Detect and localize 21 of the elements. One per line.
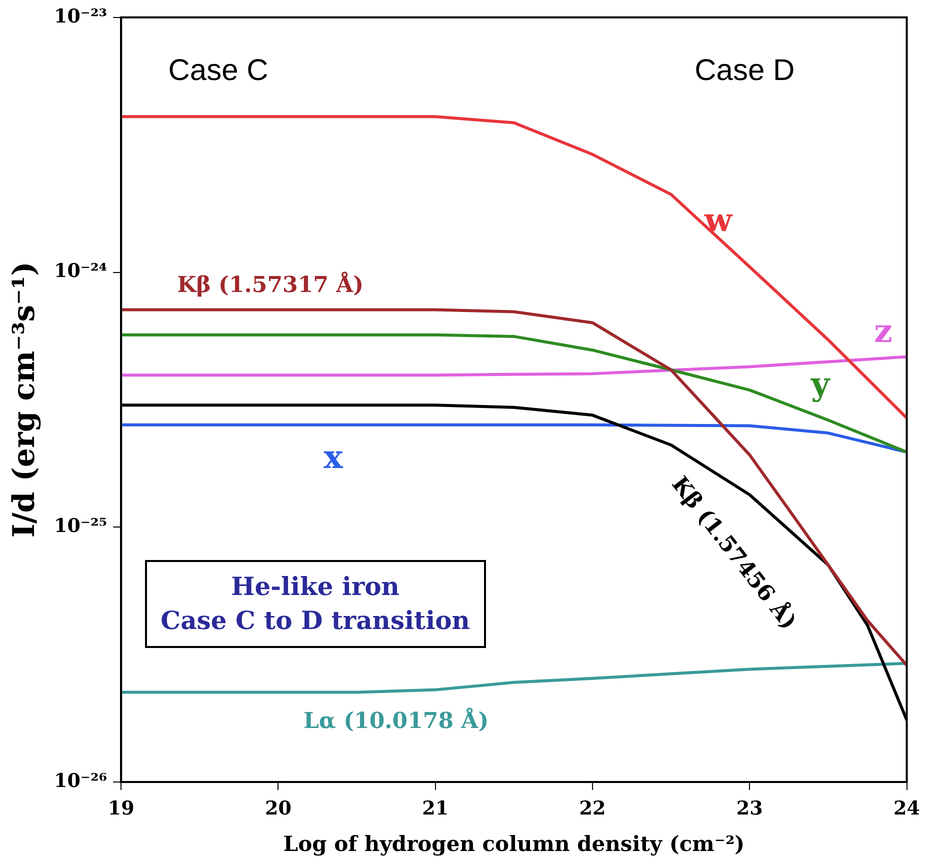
annotation: x bbox=[324, 438, 343, 476]
annotation: z bbox=[874, 312, 892, 350]
annotation: Case C bbox=[168, 54, 268, 87]
y-tick-label: 10⁻²⁴ bbox=[54, 260, 108, 282]
annotation: Case D bbox=[694, 54, 795, 87]
annotation: He-like iron Case C to D transition bbox=[144, 560, 486, 648]
y-tick-label: 10⁻²⁵ bbox=[54, 515, 108, 538]
y-tick-label: 10⁻²⁶ bbox=[54, 770, 108, 792]
y-axis-title: I/d (erg cm⁻³s⁻¹) bbox=[6, 262, 42, 538]
x-tick-label: 22 bbox=[579, 797, 606, 820]
annotation: Kβ (1.57317 Å) bbox=[177, 272, 364, 298]
x-tick-label: 24 bbox=[894, 797, 920, 820]
annotation: w bbox=[704, 201, 732, 240]
annotation: y bbox=[811, 365, 830, 404]
x-axis-title: Log of hydrogen column density (cm⁻²) bbox=[283, 830, 745, 856]
x-tick-label: 19 bbox=[108, 797, 134, 820]
annotation: Lα (10.0178 Å) bbox=[304, 708, 489, 734]
y-tick-label: 10⁻²³ bbox=[54, 5, 108, 28]
x-tick-label: 23 bbox=[736, 797, 763, 820]
x-tick-label: 21 bbox=[422, 797, 449, 820]
x-tick-label: 20 bbox=[265, 797, 292, 820]
